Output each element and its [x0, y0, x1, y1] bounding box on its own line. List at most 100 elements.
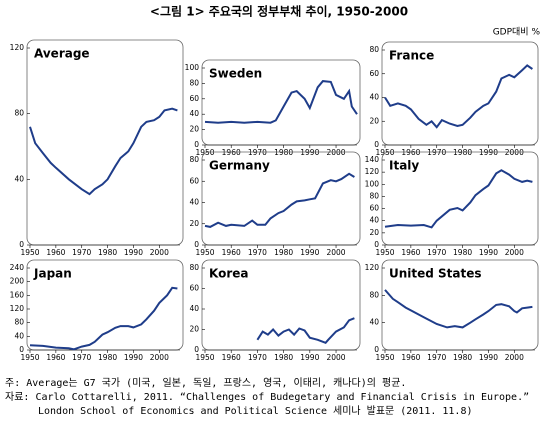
x-tick-label: 1990 — [300, 148, 319, 157]
note: 주: Average는 G7 국가 (미국, 일본, 독일, 프랑스, 영국, … — [5, 377, 406, 389]
x-tick-label: 2000 — [326, 148, 345, 157]
x-tick-label: 1980 — [453, 353, 472, 362]
y-tick-label: 100 — [185, 63, 200, 72]
data-line — [29, 286, 178, 351]
x-tick-label: 2000 — [326, 353, 345, 362]
figure-title: <그림 1> 주요국의 정부부채 추이, 1950-2000 — [150, 4, 408, 19]
x-tick-label: 1950 — [375, 248, 394, 257]
x-tick-label: 1970 — [72, 353, 91, 362]
x-tick-label: 1960 — [401, 148, 420, 157]
y-tick-label: 80 — [189, 263, 199, 272]
y-tick-label: 120 — [365, 167, 380, 176]
x-tick-label: 1960 — [46, 248, 65, 257]
panel-title: Germany — [209, 159, 270, 173]
y-tick-label: 60 — [369, 204, 379, 213]
x-tick-label: 1990 — [124, 248, 143, 257]
y-tick-label: 40 — [369, 93, 379, 102]
x-tick-label: 1950 — [20, 248, 39, 257]
x-tick-label: 1980 — [274, 148, 293, 157]
x-tick-label: 1960 — [222, 148, 241, 157]
y-tick-label: 60 — [189, 284, 199, 293]
y-tick-label: 60 — [189, 94, 199, 103]
y-tick-label: 120 — [10, 43, 25, 52]
panel-title: Japan — [33, 267, 72, 281]
x-tick-label: 1970 — [248, 353, 267, 362]
x-tick-label: 1950 — [375, 353, 394, 362]
x-tick-label: 1960 — [46, 353, 65, 362]
x-tick-label: 1970 — [72, 248, 91, 257]
x-tick-label: 2000 — [150, 353, 169, 362]
x-tick-label: 2000 — [150, 248, 169, 257]
x-tick-label: 1950 — [20, 353, 39, 362]
x-tick-label: 1950 — [195, 248, 214, 257]
y-tick-label: 0 — [19, 345, 24, 354]
y-tick-label: 80 — [369, 290, 379, 299]
y-tick-label: 80 — [369, 45, 379, 54]
y-tick-label: 0 — [194, 140, 199, 149]
x-tick-label: 1990 — [300, 248, 319, 257]
data-line — [384, 169, 533, 229]
y-tick-label: 80 — [369, 191, 379, 200]
y-tick-label: 160 — [10, 290, 25, 299]
panel-title: Average — [34, 47, 90, 61]
data-line — [204, 172, 355, 228]
x-tick-label: 2000 — [505, 248, 524, 257]
data-line — [384, 289, 533, 329]
x-tick-label: 1970 — [248, 248, 267, 257]
y-tick-label: 40 — [189, 304, 199, 313]
panel-title: Italy — [389, 159, 419, 173]
y-tick-label: 40 — [14, 174, 24, 183]
x-tick-label: 1980 — [98, 248, 117, 257]
y-tick-label: 40 — [189, 198, 199, 207]
data-line — [256, 317, 355, 344]
x-tick-label: 1980 — [453, 148, 472, 157]
x-tick-label: 1990 — [479, 353, 498, 362]
panel-title: Korea — [209, 267, 249, 281]
x-tick-label: 1960 — [222, 353, 241, 362]
data-line — [29, 107, 178, 196]
x-tick-label: 1970 — [427, 148, 446, 157]
x-tick-label: 1950 — [195, 148, 214, 157]
x-tick-label: 1960 — [222, 248, 241, 257]
x-tick-label: 1950 — [195, 353, 214, 362]
y-tick-label: 60 — [369, 69, 379, 78]
x-tick-label: 1990 — [479, 248, 498, 257]
source: London School of Economics and Political… — [38, 405, 473, 417]
y-tick-label: 80 — [14, 318, 24, 327]
y-tick-label: 240 — [10, 263, 25, 272]
x-tick-label: 2000 — [326, 248, 345, 257]
panel-title: Sweden — [209, 67, 262, 81]
data-line — [204, 80, 358, 124]
x-tick-label: 2000 — [505, 353, 524, 362]
x-tick-label: 2000 — [505, 148, 524, 157]
x-tick-label: 1990 — [300, 353, 319, 362]
y-tick-label: 0 — [19, 240, 24, 249]
x-tick-label: 1970 — [427, 353, 446, 362]
y-tick-label: 80 — [14, 109, 24, 118]
y-tick-label: 0 — [194, 240, 199, 249]
y-tick-label: 80 — [189, 78, 199, 87]
y-tick-label: 0 — [194, 345, 199, 354]
y-tick-label: 0 — [374, 140, 379, 149]
y-tick-label: 40 — [369, 318, 379, 327]
x-tick-label: 1980 — [274, 248, 293, 257]
y-tick-label: 120 — [365, 263, 380, 272]
y-tick-label: 120 — [10, 304, 25, 313]
x-tick-label: 1970 — [248, 148, 267, 157]
x-tick-label: 1990 — [479, 148, 498, 157]
y-tick-label: 20 — [369, 116, 379, 125]
unit-label: GDP대비 % — [493, 27, 541, 38]
x-tick-label: 1980 — [98, 353, 117, 362]
y-tick-label: 20 — [189, 325, 199, 334]
y-tick-label: 20 — [189, 219, 199, 228]
panel-title: United States — [389, 267, 482, 281]
x-tick-label: 1980 — [274, 353, 293, 362]
y-tick-label: 0 — [374, 240, 379, 249]
y-tick-label: 60 — [189, 176, 199, 185]
x-tick-label: 1980 — [453, 248, 472, 257]
y-tick-label: 140 — [365, 155, 380, 164]
x-tick-label: 1960 — [401, 248, 420, 257]
y-tick-label: 80 — [189, 155, 199, 164]
x-tick-label: 1960 — [401, 353, 420, 362]
